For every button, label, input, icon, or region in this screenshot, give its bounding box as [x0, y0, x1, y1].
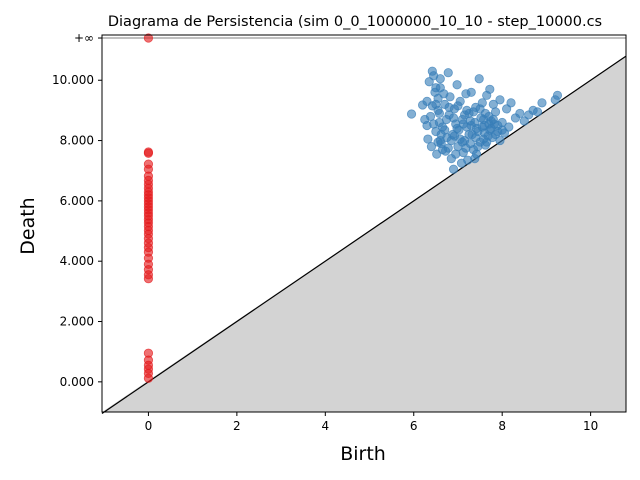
data-point: [426, 141, 437, 152]
y-tick-label: 6.000: [60, 194, 94, 208]
data-point: [143, 348, 154, 358]
axes-frame: [101, 34, 627, 413]
data-point: [427, 101, 437, 111]
data-point: [497, 125, 507, 135]
series-0: [143, 33, 154, 383]
data-point: [143, 33, 154, 43]
x-tick-label: 0: [145, 419, 153, 433]
data-point: [506, 98, 516, 108]
data-point: [466, 87, 476, 97]
data-point: [453, 101, 463, 111]
data-point: [485, 84, 495, 94]
data-point: [490, 107, 501, 117]
x-tick-label: 2: [233, 419, 241, 433]
data-point: [433, 137, 443, 147]
data-point: [532, 107, 543, 117]
data-point: [480, 108, 490, 119]
data-point: [461, 143, 471, 153]
y-tick-label: 4.000: [60, 254, 94, 268]
x-axis: 0 2 4 6 8 10: [145, 412, 598, 433]
data-point: [437, 145, 448, 155]
x-axis-title: Birth: [340, 443, 386, 465]
data-point: [449, 131, 460, 141]
x-tick-label: 8: [498, 419, 506, 433]
data-point: [439, 89, 449, 99]
y-tick-label: 0.000: [60, 375, 94, 389]
data-point: [482, 137, 492, 147]
data-point: [423, 134, 433, 144]
data-point: [471, 123, 482, 134]
y-tick-label: 10.000: [52, 73, 94, 87]
data-point: [451, 149, 461, 159]
data-point: [495, 135, 505, 146]
data-point: [422, 120, 432, 131]
y-tick-label: 2.000: [60, 315, 94, 329]
x-tick-label: 4: [321, 419, 329, 433]
data-point: [515, 108, 525, 119]
data-point: [443, 68, 453, 78]
data-point: [448, 113, 459, 123]
series-1: [406, 66, 563, 174]
data-point: [143, 159, 154, 169]
data-point: [452, 80, 462, 90]
data-point: [465, 116, 475, 126]
data-point: [473, 141, 483, 152]
data-point: [448, 164, 459, 174]
data-point: [431, 83, 441, 93]
diagonal-region: [102, 56, 626, 412]
y-axis: 0.000 2.000 4.000 6.000 8.000 10.000 +∞: [52, 31, 102, 389]
y-tick-label: 8.000: [60, 134, 94, 148]
data-point: [471, 132, 481, 143]
data-point: [470, 154, 480, 164]
data-point: [434, 108, 444, 119]
x-tick-label: 10: [583, 419, 598, 433]
plot-area: [101, 33, 627, 415]
chart-title: Diagrama de Persistencia (sim 0_0_100000…: [108, 14, 602, 30]
data-point: [444, 102, 454, 112]
data-point: [537, 98, 547, 108]
data-point: [485, 125, 495, 135]
data-point: [552, 90, 563, 100]
data-point: [406, 109, 417, 119]
data-point: [436, 129, 446, 140]
data-point: [462, 105, 472, 116]
data-point: [425, 111, 436, 122]
y-axis-title: Death: [17, 197, 39, 254]
data-point: [143, 147, 154, 157]
data-point: [495, 95, 505, 105]
x-tick-label: 6: [410, 419, 418, 433]
data-point: [435, 74, 445, 84]
data-point: [474, 74, 484, 84]
y-tick-label-infinity: +∞: [74, 31, 94, 45]
